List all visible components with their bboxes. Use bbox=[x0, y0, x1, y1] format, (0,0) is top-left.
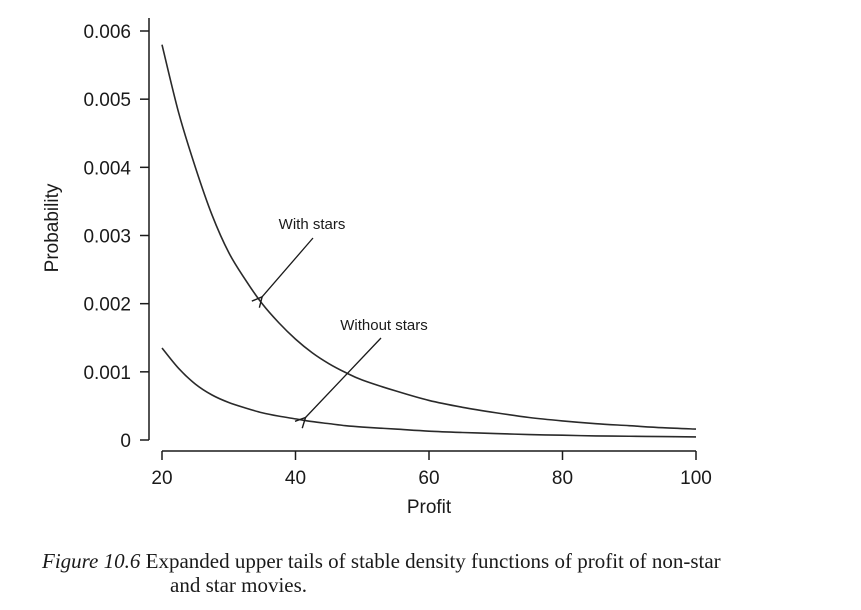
y-tick-label: 0.005 bbox=[83, 90, 131, 111]
figure-caption: Figure 10.6 Expanded upper tails of stab… bbox=[42, 549, 854, 597]
x-axis-title: Profit bbox=[407, 497, 452, 518]
series-line-without-stars bbox=[161, 347, 697, 438]
series-line-with-stars bbox=[161, 44, 697, 430]
annotation-without-stars-arrow bbox=[306, 337, 382, 418]
y-tick-label: 0.002 bbox=[83, 295, 131, 316]
annotation-without-stars-label: Without stars bbox=[340, 317, 428, 334]
y-tick-label: 0.001 bbox=[83, 363, 131, 384]
y-tick-label: 0.006 bbox=[83, 22, 131, 43]
x-tick-label: 80 bbox=[552, 468, 573, 489]
x-tick-label: 20 bbox=[151, 468, 172, 489]
y-axis-title: Probability bbox=[42, 183, 63, 272]
caption-figure-label: Figure 10.6 bbox=[42, 549, 141, 573]
x-tick-label: 100 bbox=[680, 468, 712, 489]
y-tick-label: 0.004 bbox=[83, 158, 131, 179]
annotation-with-stars-arrow bbox=[262, 237, 314, 297]
density-chart: 0 0.001 0.002 0.003 0.004 0.005 0.006 20 40 60 80… bbox=[42, 18, 712, 518]
caption-text-line1: Expanded upper tails of stable density f… bbox=[145, 549, 721, 573]
annotation-with-stars-label: With stars bbox=[279, 216, 346, 233]
x-tick-label: 40 bbox=[285, 468, 306, 489]
y-tick-label: 0 bbox=[120, 431, 131, 452]
x-tick-label: 60 bbox=[418, 468, 439, 489]
y-tick-label: 0.003 bbox=[83, 227, 131, 248]
caption-text-line2: and star movies. bbox=[170, 573, 308, 597]
